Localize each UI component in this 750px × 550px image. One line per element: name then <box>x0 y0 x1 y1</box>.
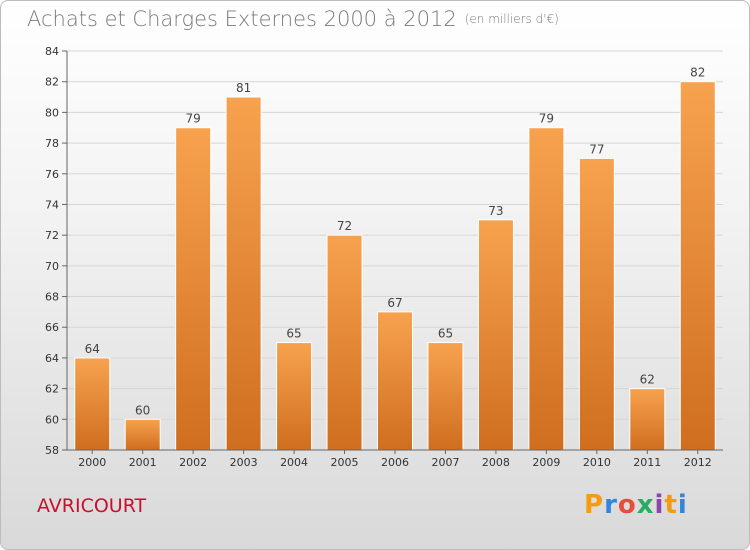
x-tick-label: 2002 <box>179 456 207 469</box>
y-tick-label: 58 <box>45 444 59 457</box>
logo-letter: x <box>636 490 655 520</box>
logo-letter: r <box>604 490 618 520</box>
y-tick-label: 66 <box>45 321 59 334</box>
x-tick-label: 2012 <box>684 456 712 469</box>
y-tick-label: 62 <box>45 383 59 396</box>
data-label: 82 <box>690 66 705 80</box>
proxiti-logo[interactable]: Proxiti <box>584 490 688 520</box>
bar[interactable] <box>528 127 565 451</box>
y-tick-label: 72 <box>45 229 59 242</box>
x-tick-label: 2000 <box>78 456 106 469</box>
x-tick-label: 2001 <box>129 456 157 469</box>
x-axis: 2000 2001 2002 2003 2004 2005 2006 2007 2008 2009… <box>67 449 723 469</box>
x-tick-label: 2006 <box>381 456 409 469</box>
chart-unit: (en milliers d'€) <box>464 12 559 26</box>
x-tick-label: 2008 <box>482 456 510 469</box>
y-axis: 58 60 62 64 66 68 70 72 74 76 78 80 82 84 <box>45 45 68 457</box>
bar[interactable] <box>679 81 716 451</box>
bar[interactable] <box>477 219 514 451</box>
bar[interactable] <box>124 418 161 451</box>
y-tick-label: 80 <box>45 106 59 119</box>
bar[interactable] <box>629 388 666 451</box>
commune-name: AVRICOURT <box>37 495 147 517</box>
logo-letter: i <box>677 490 688 520</box>
bar[interactable] <box>326 234 363 451</box>
data-label: 65 <box>438 327 453 341</box>
x-tick-label: 2005 <box>331 456 359 469</box>
data-label: 64 <box>85 342 100 356</box>
y-tick-label: 84 <box>45 45 59 58</box>
data-label: 81 <box>236 81 251 95</box>
logo-letter: P <box>584 490 605 520</box>
y-tick-label: 68 <box>45 291 59 304</box>
bar[interactable] <box>225 96 262 451</box>
logo-letter: t <box>664 490 678 520</box>
y-tick-label: 82 <box>45 76 59 89</box>
bar[interactable] <box>578 157 615 451</box>
x-tick-label: 2009 <box>532 456 560 469</box>
x-tick-label: 2007 <box>431 456 459 469</box>
data-label: 62 <box>640 373 655 387</box>
chart-title-block: Achats et Charges Externes 2000 à 2012 (e… <box>27 7 559 31</box>
y-tick-label: 60 <box>45 413 59 426</box>
bar[interactable] <box>74 357 111 451</box>
bar[interactable] <box>276 342 313 451</box>
logo-letter: o <box>617 490 637 520</box>
data-label: 77 <box>589 142 604 156</box>
data-label: 72 <box>337 219 352 233</box>
bar[interactable] <box>377 311 413 451</box>
logo-letter: i <box>654 490 665 520</box>
data-labels: 64 60 79 81 65 72 67 65 73 79 77 62 82 <box>85 66 706 418</box>
data-label: 79 <box>186 112 201 126</box>
y-tick-label: 76 <box>45 168 59 181</box>
data-label: 79 <box>539 112 554 126</box>
data-label: 65 <box>286 327 301 341</box>
y-tick-label: 78 <box>45 137 59 150</box>
data-label: 73 <box>488 204 503 218</box>
chart-title: Achats et Charges Externes 2000 à 2012 <box>27 7 457 31</box>
data-label: 60 <box>135 403 150 417</box>
x-tick-label: 2010 <box>583 456 611 469</box>
bar[interactable] <box>175 127 212 451</box>
y-tick-label: 70 <box>45 260 59 273</box>
bars <box>74 81 716 451</box>
x-tick-label: 2004 <box>280 456 308 469</box>
data-label: 67 <box>387 296 402 310</box>
x-tick-label: 2011 <box>633 456 661 469</box>
x-tick-label: 2003 <box>230 456 258 469</box>
y-tick-label: 64 <box>45 352 59 365</box>
y-tick-label: 74 <box>45 198 59 211</box>
bar[interactable] <box>427 342 464 451</box>
